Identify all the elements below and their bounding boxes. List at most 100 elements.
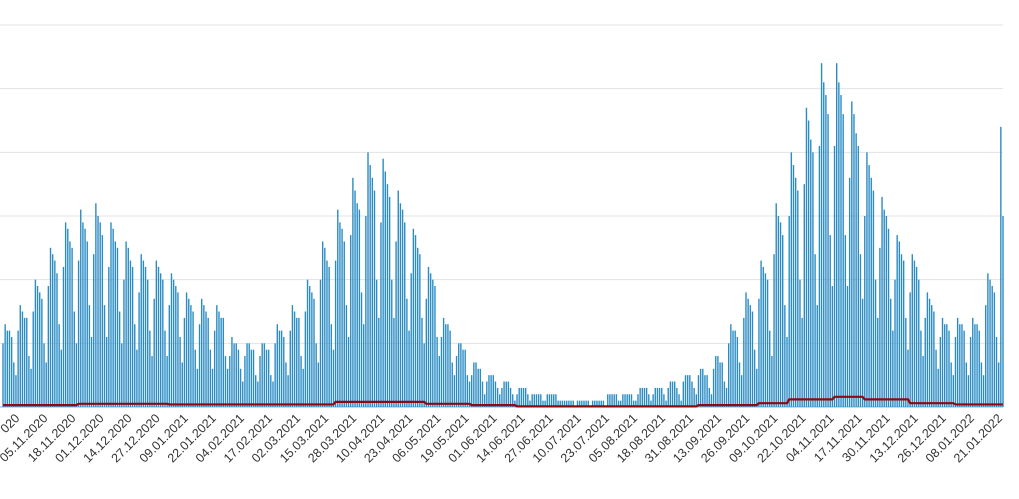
bar — [488, 375, 490, 407]
bar — [609, 394, 611, 407]
bar — [939, 336, 942, 407]
bar — [265, 349, 268, 407]
bar — [823, 82, 825, 408]
bar — [118, 311, 121, 407]
bar — [594, 400, 596, 407]
bar — [926, 292, 929, 407]
bar — [911, 254, 913, 407]
bar — [989, 279, 991, 407]
bar — [870, 177, 872, 407]
bar — [956, 317, 959, 407]
bar — [494, 381, 497, 407]
bar — [522, 387, 525, 407]
bar — [71, 247, 73, 407]
bar — [974, 324, 976, 407]
bar — [175, 286, 177, 407]
bar — [231, 336, 233, 407]
bar — [846, 286, 849, 407]
bar — [507, 381, 510, 407]
bar — [635, 400, 637, 407]
bar — [745, 292, 747, 407]
bar — [887, 228, 890, 407]
bar — [831, 286, 834, 407]
bar — [613, 394, 615, 407]
bar — [600, 400, 602, 407]
bar — [550, 394, 553, 407]
bar — [572, 400, 574, 407]
bar — [67, 228, 69, 407]
bar — [341, 228, 343, 407]
bar — [993, 292, 996, 407]
bar — [427, 266, 430, 407]
bar — [533, 394, 536, 407]
bar — [155, 260, 158, 407]
bar — [378, 317, 380, 407]
bar — [859, 254, 862, 407]
bar — [879, 247, 881, 407]
bar — [319, 279, 322, 407]
bar — [639, 387, 641, 407]
bar — [991, 286, 993, 407]
bar — [987, 273, 989, 407]
bar — [248, 343, 250, 407]
bar — [134, 324, 136, 407]
bar — [123, 279, 125, 407]
bar — [855, 133, 857, 407]
bar — [738, 362, 741, 407]
bar — [10, 336, 13, 407]
bar — [464, 349, 466, 407]
bar — [617, 400, 620, 407]
bar — [458, 343, 460, 407]
bar — [524, 387, 527, 407]
bar — [177, 292, 179, 407]
bar — [581, 400, 583, 407]
line — [3, 395, 1003, 408]
bar — [224, 356, 227, 407]
bar — [278, 330, 281, 407]
bar — [995, 336, 998, 407]
bar — [699, 368, 702, 407]
bar — [922, 356, 924, 407]
bar — [587, 400, 590, 407]
bar — [704, 375, 706, 407]
bar — [583, 400, 585, 407]
bar — [585, 400, 587, 407]
bar — [907, 349, 909, 407]
bar — [343, 241, 345, 407]
bar — [781, 235, 784, 407]
bar — [473, 362, 475, 407]
bar — [982, 375, 985, 407]
bar — [254, 375, 257, 407]
bar — [84, 228, 86, 407]
bar — [542, 400, 544, 407]
bar — [233, 343, 235, 407]
bar — [127, 247, 129, 407]
bar — [717, 356, 719, 407]
bar — [905, 317, 907, 407]
bar — [51, 254, 54, 407]
bar — [563, 400, 566, 407]
bar — [920, 330, 922, 407]
bar — [544, 400, 546, 407]
bar — [764, 273, 767, 407]
bar — [328, 266, 330, 407]
bar — [28, 356, 30, 407]
bar — [419, 254, 421, 407]
bar — [723, 381, 726, 407]
bar — [514, 400, 516, 407]
bar — [477, 368, 479, 407]
bar — [350, 235, 352, 407]
bar — [399, 203, 402, 407]
bar — [810, 139, 812, 407]
bar — [838, 82, 840, 408]
bar — [475, 362, 477, 407]
bar — [648, 394, 650, 407]
bar — [553, 394, 555, 407]
bar — [654, 387, 656, 407]
bar — [300, 356, 302, 407]
bar — [347, 336, 350, 407]
bar — [570, 400, 572, 407]
bar — [969, 336, 972, 407]
bar — [520, 387, 523, 407]
bar — [23, 317, 26, 407]
